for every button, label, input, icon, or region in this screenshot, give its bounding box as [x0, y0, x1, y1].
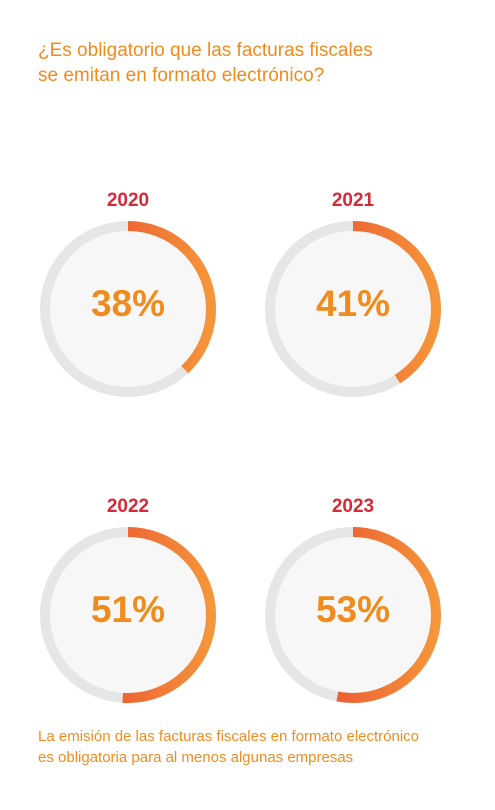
donut-svg	[265, 527, 441, 703]
donut-value-arc	[265, 221, 441, 397]
donut-value-arc	[40, 221, 216, 397]
value-label: 38%	[90, 283, 166, 324]
donut-center	[50, 537, 206, 693]
donut-svg	[40, 221, 216, 397]
donut-svg	[40, 527, 216, 703]
chart-title: ¿Es obligatorio que las facturas fiscale…	[38, 38, 468, 88]
year-label: 2021	[331, 190, 375, 211]
donut-chart	[33, 520, 223, 710]
donut-center	[275, 231, 431, 387]
donut-chart	[258, 214, 448, 404]
donut-chart	[33, 214, 223, 404]
donut-center	[50, 231, 206, 387]
year-label: 2023	[331, 496, 375, 517]
donut-chart	[258, 520, 448, 710]
donut-value-arc	[40, 527, 216, 703]
donut-svg	[265, 221, 441, 397]
year-label: 2020	[106, 190, 150, 211]
value-label: 51%	[90, 589, 166, 630]
value-label: 41%	[315, 283, 391, 324]
donut-value-arc	[265, 527, 441, 703]
footnote: La emisión de las facturas fiscales en f…	[38, 726, 478, 768]
donut-center	[275, 537, 431, 693]
value-label: 53%	[315, 589, 391, 630]
footnote-line-1: La emisión de las facturas fiscales en f…	[38, 728, 420, 745]
chart-title-line-1: ¿Es obligatorio que las facturas fiscale…	[38, 40, 373, 61]
year-label: 2022	[106, 496, 150, 517]
footnote-line-2: es obligatoria para al menos algunas emp…	[38, 749, 354, 766]
chart-title-line-2: se emitan en formato electrónico?	[38, 65, 325, 86]
